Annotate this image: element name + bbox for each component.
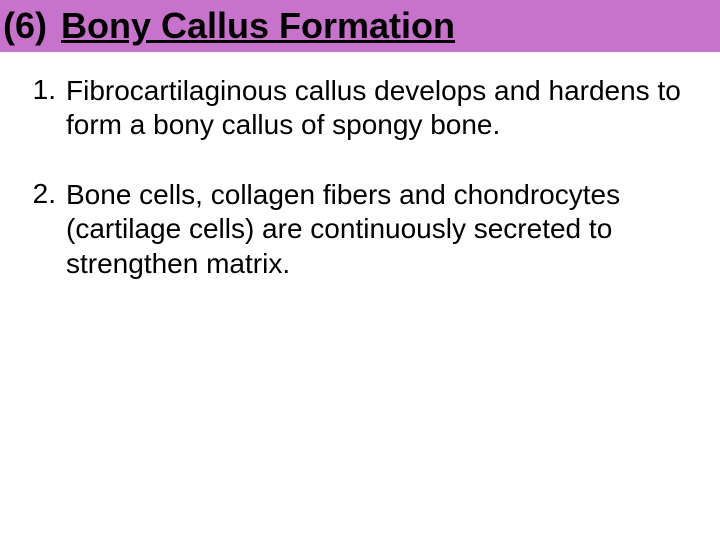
slide-header-bar: (6) Bony Callus Formation — [0, 0, 720, 52]
list-item-number: 2. — [28, 178, 66, 280]
list-item-number: 1. — [28, 74, 66, 142]
list-item-text: Fibrocartilaginous callus develops and h… — [66, 74, 692, 142]
slide-number: (6) — [3, 5, 47, 47]
list-item: 2. Bone cells, collagen fibers and chond… — [28, 178, 692, 280]
list-item: 1. Fibrocartilaginous callus develops an… — [28, 74, 692, 142]
slide-body: 1. Fibrocartilaginous callus develops an… — [0, 52, 720, 281]
list-item-text: Bone cells, collagen fibers and chondroc… — [66, 178, 692, 280]
slide-title: Bony Callus Formation — [61, 5, 455, 47]
